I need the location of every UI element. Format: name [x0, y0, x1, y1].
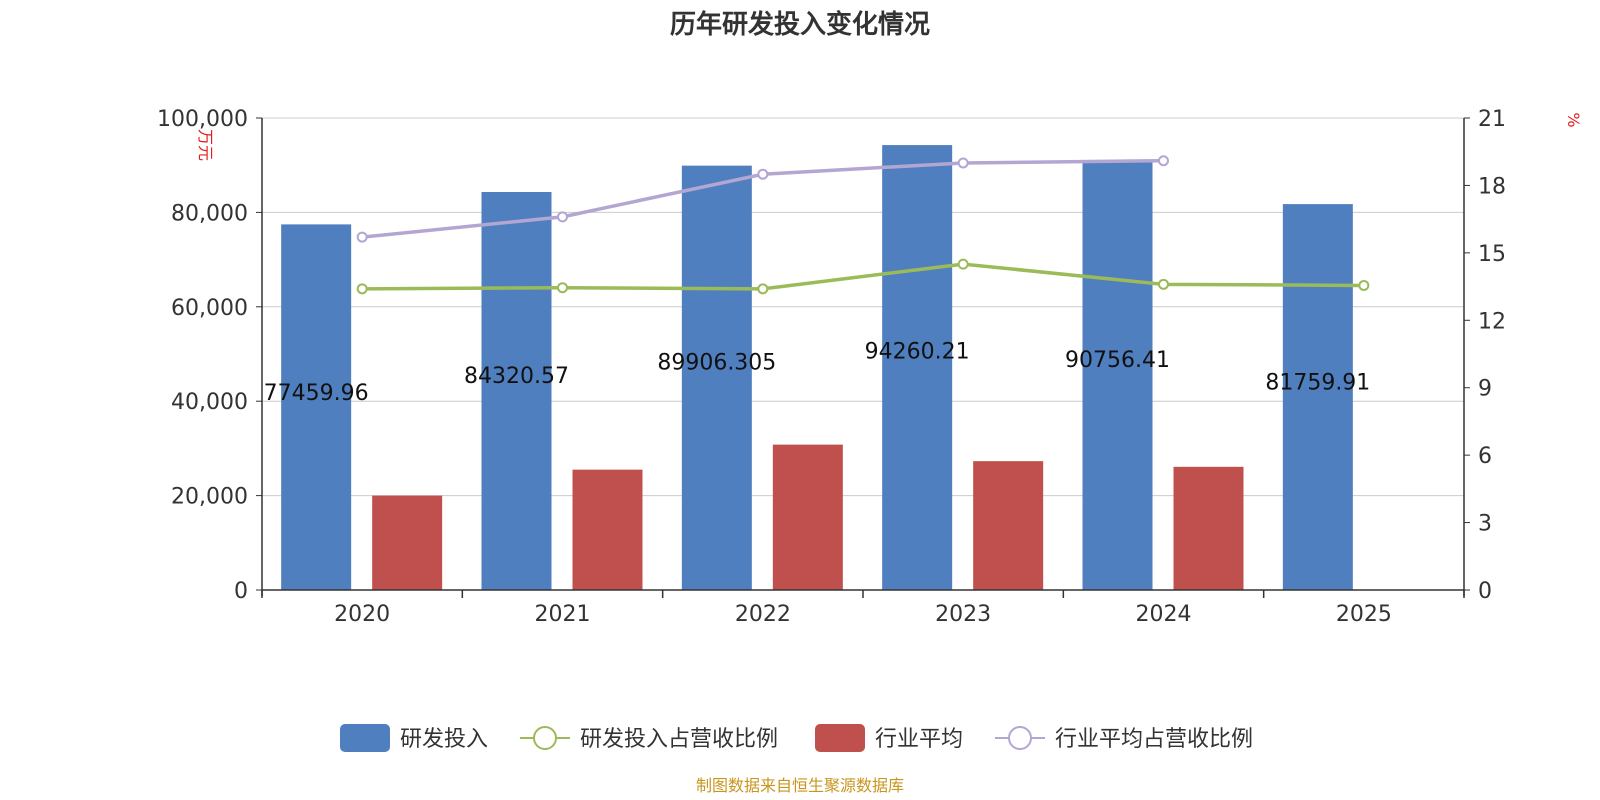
x-tick-label: 2024 — [1136, 602, 1192, 627]
left-tick-label: 40,000 — [171, 390, 248, 415]
point-industry-ratio — [757, 168, 769, 180]
point-industry-ratio — [356, 231, 368, 243]
bar-data-label: 90756.41 — [1065, 348, 1170, 373]
source-note: 制图数据来自恒生聚源数据库 — [696, 776, 904, 795]
bar-rd-investment — [681, 165, 752, 590]
bar-data-label: 81759.91 — [1265, 370, 1370, 395]
bars-layer — [281, 145, 1353, 591]
point-rd-ratio — [356, 283, 368, 295]
data-labels-layer: 77459.96 84320.57 89906.305 94260.21 90756.4… — [264, 340, 1371, 406]
right-tick-label: 9 — [1478, 377, 1492, 402]
axes-layer: 0 20,000 40,000 60,000 80,000 100,000 0 3 6 9 12 15… — [157, 107, 1506, 627]
chart-title: 历年研发投入变化情况 — [670, 9, 930, 40]
bar-data-label: 94260.21 — [865, 340, 970, 365]
right-tick-label: 12 — [1478, 309, 1506, 334]
bar-industry-average — [372, 495, 443, 590]
legend-label: 研发投入 — [400, 727, 488, 752]
point-rd-ratio — [1358, 279, 1370, 291]
bar-industry-average — [973, 461, 1044, 590]
right-tick-label: 6 — [1478, 444, 1492, 469]
right-tick-label: 15 — [1478, 242, 1506, 267]
x-tick-label: 2021 — [535, 602, 591, 627]
bar-industry-average — [572, 469, 643, 590]
point-rd-ratio — [557, 282, 568, 294]
left-tick-label: 0 — [234, 579, 248, 604]
bar-rd-investment — [281, 224, 352, 591]
legend-item[interactable]: 行业平均 — [815, 724, 963, 752]
bar-rd-investment — [1282, 204, 1353, 590]
point-rd-ratio — [1158, 278, 1169, 290]
right-tick-label: 3 — [1478, 512, 1492, 537]
right-tick-label: 21 — [1478, 107, 1506, 132]
point-industry-ratio — [957, 157, 969, 169]
point-industry-ratio — [557, 211, 568, 223]
bar-industry-average — [772, 444, 843, 590]
legend-item[interactable]: 研发投入占营收比例 — [520, 726, 778, 752]
point-rd-ratio — [757, 283, 769, 295]
right-axis-unit: % — [1564, 112, 1583, 127]
bar-data-label: 77459.96 — [264, 381, 369, 406]
legend[interactable]: 研发投入 研发投入占营收比例 行业平均 行业平均占营收比例 — [340, 724, 1253, 752]
legend-item[interactable]: 行业平均占营收比例 — [995, 726, 1253, 752]
x-tick-label: 2023 — [935, 602, 991, 627]
left-axis-unit: 万元 — [196, 129, 215, 161]
legend-item[interactable]: 研发投入 — [340, 724, 488, 752]
x-tick-label: 2025 — [1336, 602, 1392, 627]
lines-layer — [356, 155, 1370, 295]
legend-label: 研发投入占营收比例 — [580, 727, 778, 752]
right-tick-label: 0 — [1478, 579, 1492, 604]
legend-marker — [533, 726, 557, 750]
line-rd-ratio — [362, 262, 1364, 291]
legend-label: 行业平均 — [875, 727, 963, 752]
grid-lines — [262, 117, 1464, 497]
bar-rd-investment — [1082, 161, 1153, 590]
bar-data-label: 84320.57 — [464, 364, 569, 389]
left-tick-label: 20,000 — [171, 485, 248, 510]
left-tick-label: 80,000 — [171, 201, 248, 226]
bar-data-label: 89906.305 — [657, 350, 776, 375]
bar-rd-investment — [882, 145, 953, 591]
right-tick-label: 18 — [1478, 174, 1506, 199]
x-tick-label: 2022 — [735, 602, 791, 627]
bar-industry-average — [1173, 466, 1244, 590]
left-tick-label: 100,000 — [157, 107, 248, 132]
legend-label: 行业平均占营收比例 — [1055, 727, 1253, 752]
x-tick-label: 2020 — [334, 602, 390, 627]
point-industry-ratio — [1158, 155, 1169, 167]
legend-marker — [1008, 726, 1032, 750]
bar-rd-investment — [481, 192, 552, 591]
left-tick-label: 60,000 — [171, 296, 248, 321]
legend-swatch — [340, 724, 390, 752]
legend-swatch — [815, 724, 865, 752]
point-rd-ratio — [957, 258, 969, 270]
